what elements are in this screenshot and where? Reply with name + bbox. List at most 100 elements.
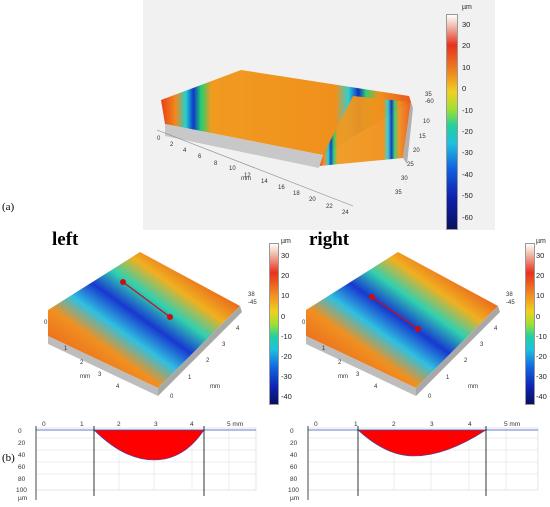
range-label: -45 (506, 300, 515, 306)
surface-top (48, 252, 240, 388)
colorbar-tick: -10 (536, 331, 547, 341)
x-tick: 1 (80, 421, 84, 428)
right-profile-svg: 0 1 2 3 4 5 mm 0 20 40 60 80 100 µm (288, 421, 539, 502)
y-tick: 80 (290, 476, 298, 483)
colorbar-tick: 0 (462, 84, 467, 94)
colorbar-tick: 10 (281, 291, 290, 301)
colorbar-tick: -40 (536, 392, 547, 402)
colorbar-tick: 10 (536, 291, 545, 301)
axis-tick: 0 (170, 394, 174, 400)
surface-front-wall (306, 336, 416, 396)
colorbar-tick: 10 (462, 62, 471, 72)
axis-tick: 3 (98, 372, 102, 378)
y-unit: µm (18, 495, 27, 502)
surface-right-wall (416, 306, 500, 396)
axis-tick: 4 (494, 326, 498, 332)
axis-tick: 35 (425, 92, 432, 98)
panel-b-letter: (b) (2, 452, 15, 464)
profile-line (122, 281, 171, 318)
y-tick: 20 (290, 440, 298, 447)
right-surface-svg: 0 1 2 3 4 mm 0 1 2 3 4 mm 38 -45 (302, 252, 515, 400)
axis-tick: 14 (261, 179, 268, 185)
colorbar-tick: -30 (536, 372, 547, 382)
left-colorbar-ticks: 30 20 10 0 -10 -20 -30 -40 (281, 251, 292, 402)
x-tick: 3 (430, 421, 434, 428)
right-3d-surface: 0 1 2 3 4 mm 0 1 2 3 4 mm 38 -45 (298, 238, 523, 410)
colorbar-tick: 30 (536, 251, 545, 260)
axis-tick: -60 (425, 99, 434, 105)
axis-tick: 3 (480, 342, 484, 348)
left-profile-svg: 0 1 2 3 4 5 mm 0 20 40 60 80 100 µm (16, 421, 257, 502)
surface-right-wall (158, 306, 242, 396)
colorbar-unit: µm (462, 4, 472, 11)
axis-tick: 25 (407, 162, 414, 168)
right-colorbar-ticks: 30 20 10 0 -10 -20 -30 -40 (536, 251, 547, 402)
axis-tick: 2 (464, 358, 468, 364)
left-3d-surface: 0 1 2 3 4 mm 0 1 2 3 4 mm 38 -45 (40, 238, 265, 410)
colorbar-tick: -30 (462, 148, 473, 158)
axis-tick: 0 (428, 394, 432, 400)
axis-tick: 4 (374, 384, 378, 390)
y-tick: 40 (18, 452, 26, 459)
axis-tick: 0 (157, 136, 161, 142)
axis-unit: mm (80, 374, 90, 380)
axis-tick: 35 (395, 190, 402, 196)
colorbar-tick: 20 (536, 271, 545, 281)
y-tick: 40 (290, 452, 298, 459)
colorbar-tick: -20 (281, 351, 292, 361)
colorbar-tick: -50 (462, 191, 473, 201)
x-tick: 4 (190, 421, 194, 428)
profile-start-marker (369, 294, 375, 300)
right-colorbar (525, 243, 535, 405)
colorbar-tick: 0 (536, 311, 541, 321)
x-tick: 5 mm (504, 421, 520, 428)
panel-a-x-axis: 0 2 4 6 8 10 12 14 16 18 20 22 24 mm (156, 129, 354, 216)
colorbar-tick: -40 (281, 392, 292, 402)
left-colorbar (269, 243, 279, 405)
y-unit: µm (290, 495, 299, 502)
axis-tick: 1 (188, 375, 192, 381)
x-tick: 1 (354, 421, 358, 428)
panel-a-letter: (a) (2, 201, 15, 213)
panel-a-surface-svg: 0 2 4 6 8 10 12 14 16 18 20 22 24 mm 35 … (156, 70, 434, 216)
profile-depth-fill (93, 429, 205, 461)
axis-tick: 15 (419, 134, 426, 140)
range-label: -45 (248, 300, 257, 306)
panel-a-3d-surface: 0 2 4 6 8 10 12 14 16 18 20 22 24 mm 35 … (143, 0, 495, 230)
axis-tick: 3 (356, 372, 360, 378)
y-tick: 0 (290, 428, 294, 435)
y-tick: 100 (16, 487, 27, 494)
axis-tick: 12 (244, 173, 251, 179)
left-surface-svg: 0 1 2 3 4 mm 0 1 2 3 4 mm 38 -45 (44, 252, 257, 400)
surface-right-end (319, 96, 411, 166)
x-tick: 0 (314, 421, 318, 428)
right-profile-plot: 0 1 2 3 4 5 mm 0 20 40 60 80 100 µm (286, 412, 546, 502)
colorbar-tick: -30 (281, 372, 292, 382)
axis-tick: 24 (342, 210, 349, 216)
axis-tick: 22 (326, 204, 333, 210)
x-tick: 4 (468, 421, 472, 428)
colorbar-tick: -20 (462, 126, 473, 136)
axis-unit: mm (468, 384, 478, 390)
colorbar-unit: µm (281, 238, 291, 245)
axis-tick: 20 (309, 197, 316, 203)
colorbar-tick: -10 (281, 331, 292, 341)
axis-tick: 1 (446, 375, 450, 381)
colorbar-tick: 0 (281, 311, 286, 321)
colorbar-unit: µm (536, 238, 546, 245)
colorbar-tick: -40 (462, 169, 473, 179)
colorbar-tick: -20 (536, 351, 547, 361)
panel-a-y-axis: 35 -60 10 15 20 25 30 35 (395, 92, 434, 196)
surface-front-wall (165, 124, 323, 168)
panel-a-colorbar-ticks: 30 20 10 0 -10 -20 -30 -40 -50 -60 (462, 20, 492, 223)
range-label: 38 (248, 292, 255, 298)
x-tick: 3 (154, 421, 158, 428)
colorbar-tick: 30 (462, 20, 471, 29)
left-profile-plot: 0 1 2 3 4 5 mm 0 20 40 60 80 100 µm (14, 412, 264, 502)
x-tick: 2 (392, 421, 396, 428)
right-label: right (309, 229, 350, 250)
y-tick: 0 (18, 428, 22, 435)
profile-start-marker (120, 279, 126, 285)
surface-front-wall (48, 336, 158, 396)
axis-unit: mm (338, 374, 348, 380)
